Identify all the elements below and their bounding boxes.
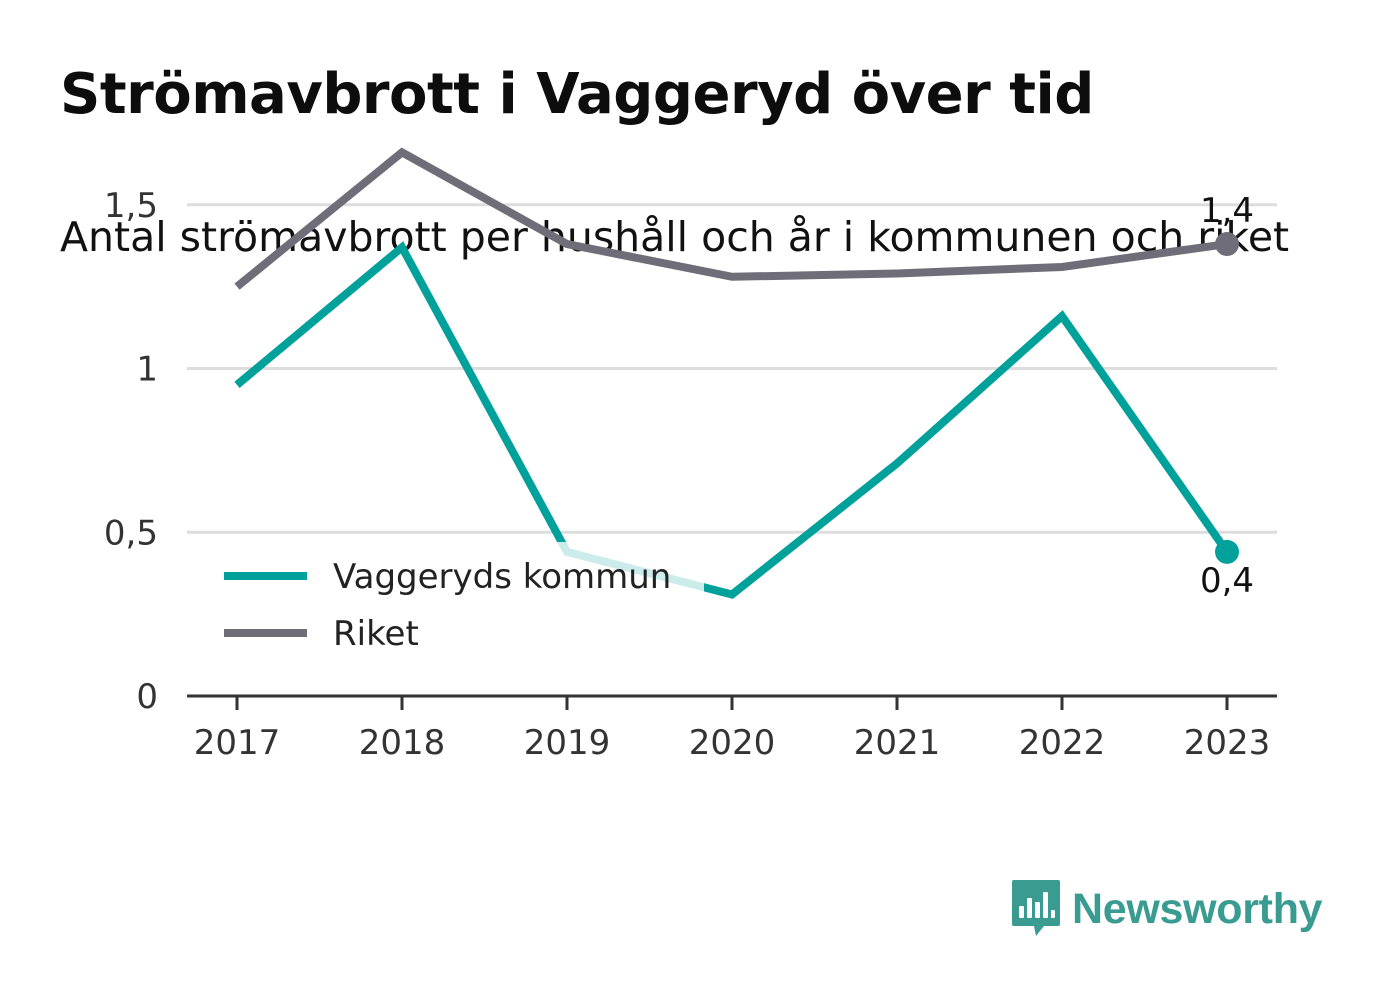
chart-subtitle: Antal strömavbrott per hushåll och år i … bbox=[60, 213, 1290, 261]
y-tick-label: 0 bbox=[136, 677, 158, 717]
data-label-vaggeryds-kommun: 0,4 bbox=[1200, 561, 1254, 601]
y-tick-label: 0,5 bbox=[104, 513, 158, 553]
x-tick-label: 2018 bbox=[359, 723, 446, 763]
end-point-riket bbox=[1215, 232, 1239, 257]
legend-label-riket: Riket bbox=[333, 614, 419, 654]
brand-name: Newsworthy bbox=[1072, 884, 1323, 933]
legend-background bbox=[212, 542, 704, 668]
series-line-riket bbox=[234, 147, 1228, 290]
bar-chart-speech-bubble-icon bbox=[1012, 880, 1060, 936]
y-tick-label: 1,5 bbox=[104, 186, 158, 226]
brand-logo: Newsworthy bbox=[1010, 878, 1323, 940]
x-tick-label: 2020 bbox=[689, 723, 776, 763]
x-tick-label: 2022 bbox=[1019, 723, 1106, 763]
data-label-riket: 1,4 bbox=[1200, 191, 1254, 231]
end-point-vaggeryds-kommun bbox=[1215, 539, 1239, 564]
x-tick-label: 2023 bbox=[1184, 723, 1271, 763]
series-line-vaggeryds-kommun bbox=[234, 241, 1231, 599]
x-tick-label: 2017 bbox=[194, 723, 281, 763]
y-tick-label: 1 bbox=[136, 350, 158, 390]
chart-title: Strömavbrott i Vaggeryd över tid bbox=[60, 62, 1094, 127]
x-tick-label: 2021 bbox=[854, 723, 941, 763]
x-tick-label: 2019 bbox=[524, 723, 611, 763]
legend-label-vaggeryds-kommun: Vaggeryds kommun bbox=[333, 557, 671, 597]
